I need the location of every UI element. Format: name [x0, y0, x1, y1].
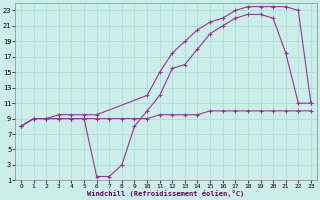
X-axis label: Windchill (Refroidissement éolien,°C): Windchill (Refroidissement éolien,°C)	[87, 190, 244, 197]
